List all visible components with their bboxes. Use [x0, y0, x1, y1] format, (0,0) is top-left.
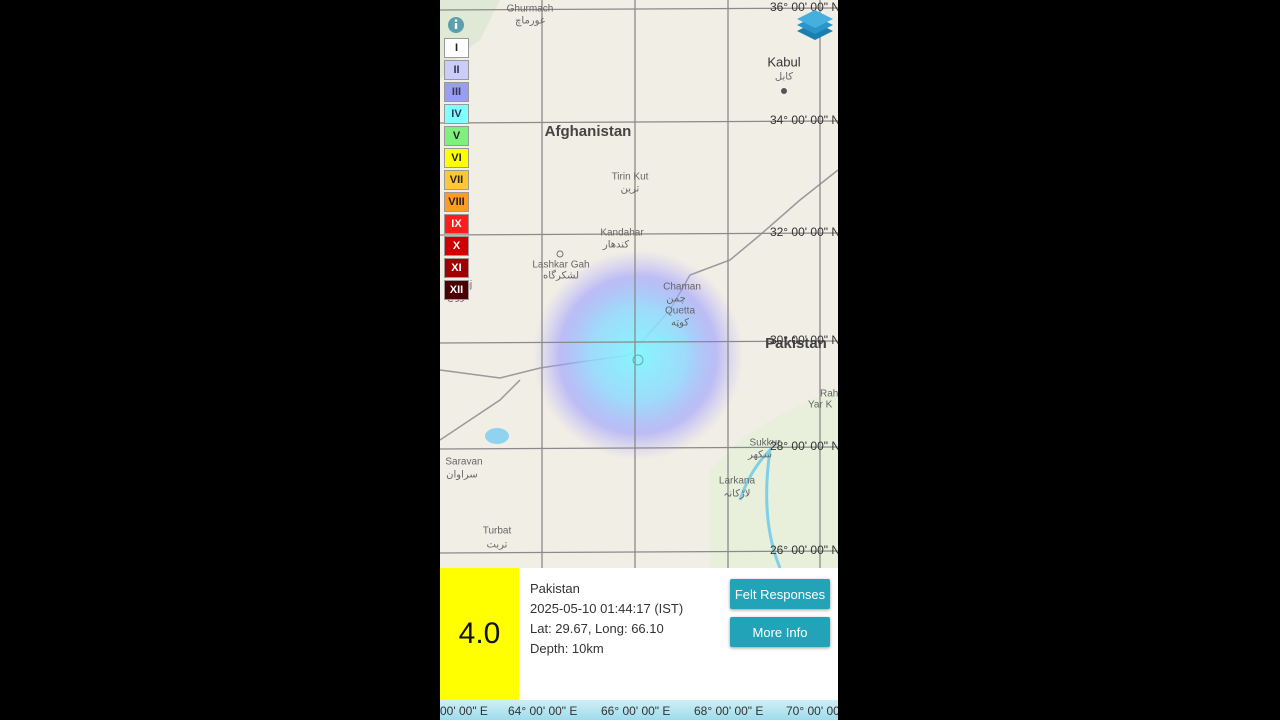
lon-bar: 00' 00" E 64° 00' 00" E 66° 00' 00" E 68° 0… [440, 700, 838, 720]
place-label: غورماچ [515, 16, 545, 27]
lon-label: 70° 00' 00" E [786, 704, 838, 718]
intensity-level: XII [444, 280, 469, 300]
place-label: Rah [820, 389, 838, 400]
lat-label: 28° 00' 00" N [770, 439, 838, 453]
intensity-legend: I II III IV V VI VII VIII IX X XI XII [444, 38, 469, 302]
lat-labels: 36° 00' 00" N 34° 00' 00" N 32° 00' 00" N 3… [770, 0, 838, 557]
intensity-level: IV [444, 104, 469, 124]
place-label: Yar K [808, 400, 833, 411]
place-label: Lashkar Gah [532, 260, 589, 271]
event-panel: 4.0 Pakistan 2025-05-10 01:44:17 (IST) L… [440, 568, 838, 700]
depth: Depth: 10km [530, 641, 604, 656]
location: Lat: 29.67, Long: 66.10 [530, 621, 664, 636]
place-label: سراوان [446, 470, 478, 481]
lake [485, 428, 509, 444]
grid-line [440, 120, 838, 124]
lon-label: 00' 00" E [440, 704, 488, 718]
lon-label: 66° 00' 00" E [601, 704, 671, 718]
place-label: Kandahar [600, 228, 644, 239]
app: Ghurmach غورماچ Kabul کابل Afghanistan Tirin … [440, 0, 838, 720]
felt-responses-button[interactable]: Felt Responses [730, 579, 830, 609]
intensity-level: VI [444, 148, 469, 168]
lat-label: 30° 00' 00" N [770, 333, 838, 347]
info-icon[interactable] [448, 17, 464, 33]
intensity-level: X [444, 236, 469, 256]
place-label: Sukkur [749, 438, 781, 449]
place-label: ترين [621, 184, 640, 195]
grid-line [440, 550, 838, 554]
intensity-level: IX [444, 214, 469, 234]
grid-line [440, 446, 838, 450]
intensity-level: VII [444, 170, 469, 190]
river [738, 445, 782, 568]
city-dot [556, 250, 564, 258]
magnitude: 4.0 [440, 568, 519, 700]
place-label: تربت [487, 540, 508, 551]
grid-line [440, 340, 838, 344]
place-label: Ghurmach [507, 4, 554, 15]
region: Pakistan [530, 581, 580, 596]
intensity-level: VIII [444, 192, 469, 212]
layers-button[interactable] [797, 10, 833, 40]
lat-label: 26° 00' 00" N [770, 543, 838, 557]
place-label: Turbat [483, 526, 512, 537]
lat-label: 34° 00' 00" N [770, 113, 838, 127]
border [440, 379, 521, 441]
intensity-level: II [444, 60, 469, 80]
place-label: چمن [666, 294, 686, 305]
intensity-level: I [444, 38, 469, 58]
grid [440, 0, 838, 568]
place-label: Saravan [445, 457, 482, 468]
place-label: لاڑکانہ [724, 489, 751, 500]
place-label: Pakistan [765, 335, 827, 352]
lat-label: 32° 00' 00" N [770, 225, 838, 239]
grid-line [440, 232, 838, 236]
intensity-level: III [444, 82, 469, 102]
epicenter [632, 354, 644, 366]
city-dot [781, 88, 787, 94]
place-label: کندهار [602, 240, 629, 251]
grid-line [440, 7, 838, 11]
plain [710, 390, 838, 568]
place-label: سکھر [747, 450, 772, 461]
place-label: لشکرگاه [543, 270, 579, 282]
place-label: Afghanistan [545, 123, 632, 140]
place-label: Larkana [719, 476, 756, 487]
place-label: Kabul [767, 54, 800, 69]
lon-label: 64° 00' 00" E [508, 704, 578, 718]
lon-label: 68° 00' 00" E [694, 704, 764, 718]
intensity-level: XI [444, 258, 469, 278]
intensity-level: V [444, 126, 469, 146]
place-label: Chaman [663, 282, 701, 293]
datetime: 2025-05-10 01:44:17 (IST) [530, 601, 684, 616]
more-info-button[interactable]: More Info [730, 617, 830, 647]
place-label: Tirin Kut [612, 172, 649, 183]
place-label: Quetta [665, 306, 695, 317]
place-label: کابل [775, 72, 793, 83]
lat-label: 36° 00' 00" N [770, 0, 838, 14]
place-label: کوټه [671, 318, 689, 329]
